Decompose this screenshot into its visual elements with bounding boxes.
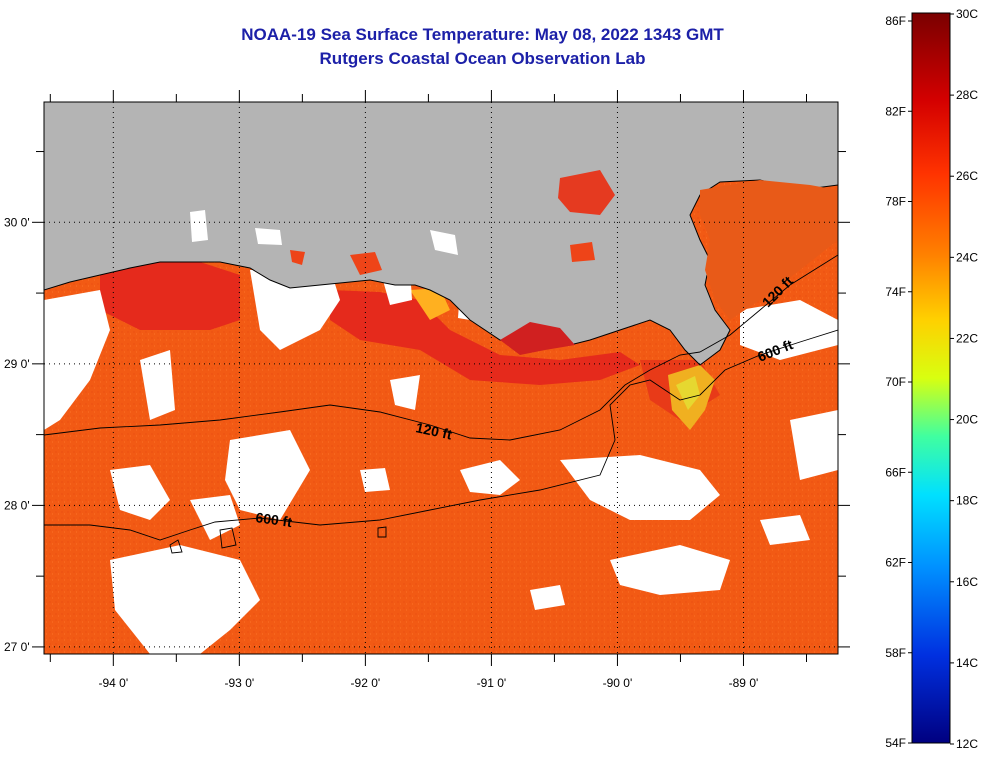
y-tick-label: 27 0' bbox=[4, 640, 30, 654]
y-tick-label: 30 0' bbox=[4, 215, 30, 229]
plot-area: 120 ft 600 ft 120 ft 600 ft bbox=[44, 102, 838, 654]
map-title: NOAA-19 Sea Surface Temperature: May 08,… bbox=[241, 25, 724, 44]
contour-120ft-inner bbox=[44, 351, 701, 441]
colorbar-f-label: 86F bbox=[885, 14, 906, 28]
graticule bbox=[44, 102, 838, 654]
warm-coastal-water bbox=[100, 262, 240, 330]
colorbar-c-label: 20C bbox=[956, 413, 978, 427]
x-axis-labels: -94 0' -93 0' -92 0' -91 0' -90 0' -89 0' bbox=[98, 676, 758, 690]
plot-frame bbox=[43, 101, 839, 655]
colorbar-f-label: 74F bbox=[885, 285, 906, 299]
colorbar-c-label: 24C bbox=[956, 250, 978, 264]
contour-label: 600 ft bbox=[255, 509, 294, 530]
contour-600ft bbox=[44, 329, 838, 541]
x-tick-label: -94 0' bbox=[98, 676, 128, 690]
y-axis-labels: 30 0' 29 0' 28 0' 27 0' bbox=[4, 215, 30, 654]
colorbar-celsius-labels: 30C 28C 26C 24C 22C 20C 18C 16C 14C 12C bbox=[956, 7, 978, 751]
bathymetry-contours bbox=[44, 254, 838, 554]
x-tick-label: -91 0' bbox=[477, 676, 507, 690]
colorbar-f-label: 70F bbox=[885, 375, 906, 389]
y-tick-label: 29 0' bbox=[4, 357, 30, 371]
axis-ticks bbox=[32, 90, 850, 666]
contour-label: 120 ft bbox=[414, 419, 453, 442]
colorbar-c-label: 26C bbox=[956, 169, 978, 183]
colorbar-c-label: 16C bbox=[956, 575, 978, 589]
x-tick-label: -89 0' bbox=[729, 676, 759, 690]
colorbar-c-label: 12C bbox=[956, 737, 978, 751]
colorbar-f-label: 62F bbox=[885, 556, 906, 570]
colorbar-fahrenheit-labels: 86F 82F 78F 74F 70F 66F 62F 58F 54F bbox=[885, 14, 906, 750]
x-tick-label: -90 0' bbox=[603, 676, 633, 690]
colorbar-c-label: 28C bbox=[956, 88, 978, 102]
map-subtitle: Rutgers Coastal Ocean Observation Lab bbox=[319, 49, 646, 68]
colorbar-f-label: 54F bbox=[885, 736, 906, 750]
contour-120ft-east bbox=[699, 254, 838, 353]
colorbar-f-label: 58F bbox=[885, 646, 906, 660]
colorbar-c-label: 30C bbox=[956, 7, 978, 21]
colorbar-f-label: 66F bbox=[885, 465, 906, 479]
colorbar-ticks bbox=[908, 13, 954, 745]
colorbar-f-label: 78F bbox=[885, 195, 906, 209]
x-tick-label: -92 0' bbox=[351, 676, 381, 690]
y-tick-label: 28 0' bbox=[4, 498, 30, 512]
colorbar-c-label: 14C bbox=[956, 656, 978, 670]
colorbar-c-label: 18C bbox=[956, 494, 978, 508]
colorbar bbox=[911, 12, 951, 744]
x-tick-label: -93 0' bbox=[225, 676, 255, 690]
colorbar-f-label: 82F bbox=[885, 104, 906, 118]
colorbar-c-label: 22C bbox=[956, 331, 978, 345]
